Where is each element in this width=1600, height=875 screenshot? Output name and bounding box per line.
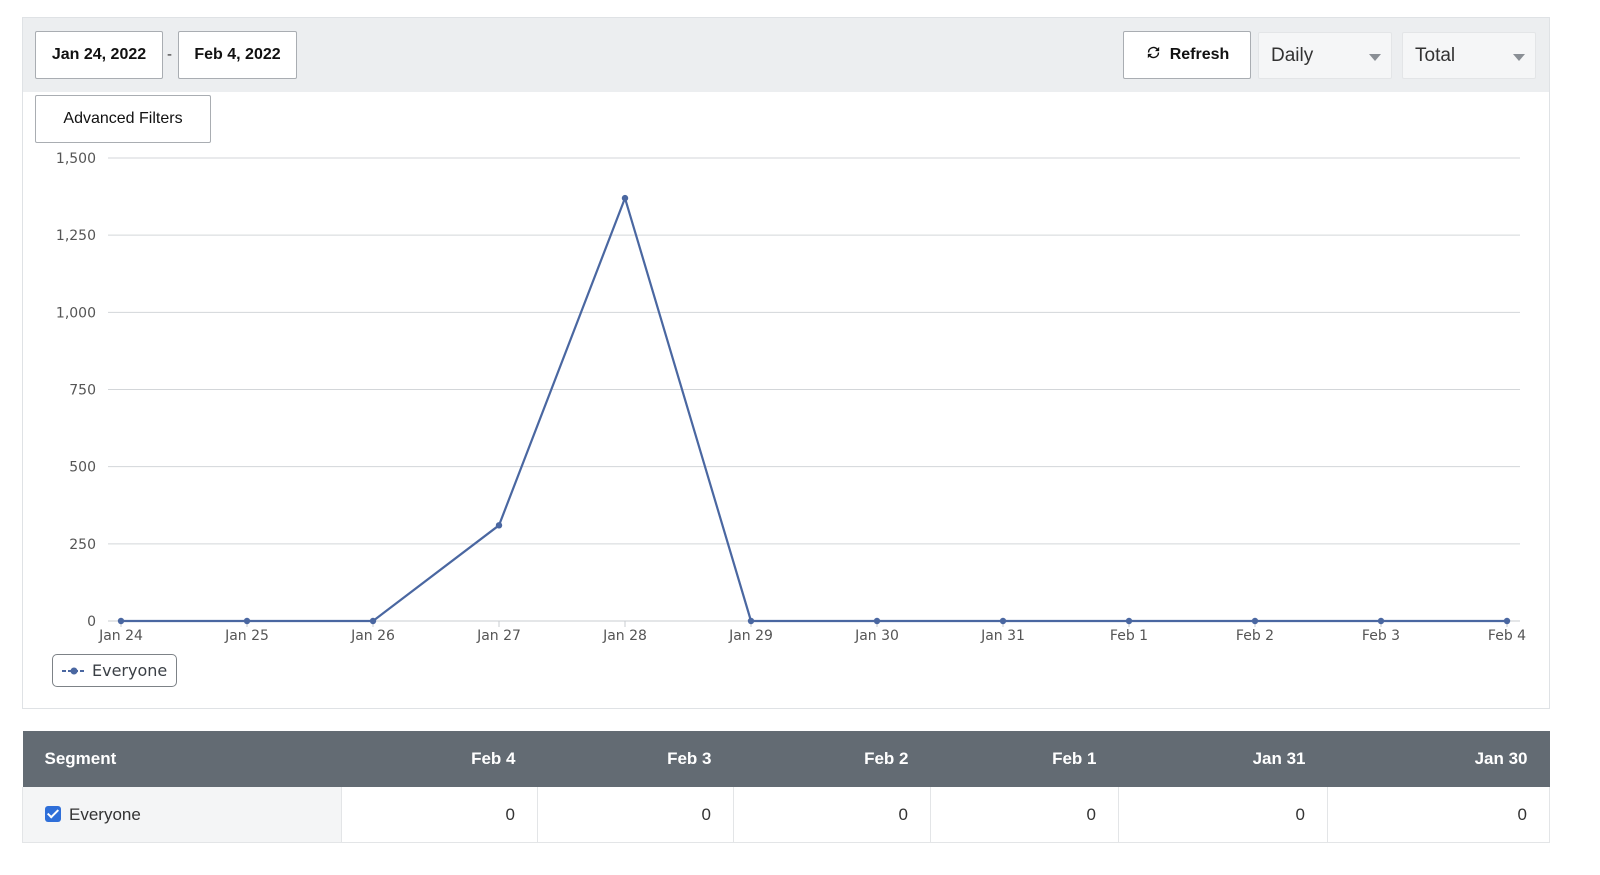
- table-cell: 0: [537, 787, 734, 843]
- date-to-picker[interactable]: Feb 4, 2022: [178, 31, 297, 79]
- data-point: [621, 194, 629, 202]
- data-point: [747, 617, 755, 625]
- y-tick-label: 1,000: [56, 305, 96, 321]
- line-chart: 0 250 500 750 1,000 1,250 1,500 Jan 24 Jan 25 Jan…: [56, 151, 1526, 644]
- x-tick-label: Jan 31: [980, 628, 1025, 644]
- table-cell: 0: [1118, 787, 1328, 843]
- x-tick-label: Jan 26: [350, 628, 395, 644]
- segment-name: Everyone: [69, 804, 141, 824]
- data-point: [999, 617, 1007, 625]
- column-header[interactable]: Feb 1: [930, 731, 1119, 787]
- y-tick-label: 1,500: [56, 151, 96, 167]
- segment-cell: Everyone: [22, 787, 342, 843]
- series-line: [121, 197, 1507, 623]
- date-separator: -: [167, 46, 172, 63]
- x-tick-label: Feb 3: [1362, 628, 1400, 644]
- data-point: [873, 617, 881, 625]
- x-tick-label: Feb 1: [1110, 628, 1148, 644]
- data-point: [1503, 617, 1511, 625]
- data-point: [1251, 617, 1259, 625]
- data-point: [243, 617, 251, 625]
- y-tick-label: 500: [69, 460, 96, 476]
- x-tick-label: Jan 25: [224, 628, 269, 644]
- data-point: [1377, 617, 1385, 625]
- interval-select-value: Daily: [1271, 44, 1314, 66]
- x-tick-label: Feb 2: [1236, 628, 1274, 644]
- x-tick-label: Feb 4: [1488, 628, 1526, 644]
- checkbox-checked-icon[interactable]: [45, 806, 61, 823]
- table-cell: 0: [930, 787, 1119, 843]
- x-tick-label: Jan 29: [728, 628, 773, 644]
- x-tick-label: Jan 27: [476, 628, 521, 644]
- table-header-row: Segment Feb 4 Feb 3 Feb 2 Feb 1 Jan 31 J…: [22, 731, 1550, 787]
- y-tick-label: 1,250: [56, 228, 96, 244]
- column-header[interactable]: Feb 2: [733, 731, 931, 787]
- y-tick-label: 250: [69, 537, 96, 553]
- metric-select-value: Total: [1415, 44, 1456, 66]
- legend-item-everyone[interactable]: Everyone: [52, 654, 177, 687]
- y-tick-label: 0: [87, 614, 96, 630]
- advanced-filters-button[interactable]: Advanced Filters: [35, 95, 211, 143]
- table-cell: 0: [341, 787, 538, 843]
- table-cell: 0: [1327, 787, 1550, 843]
- column-header[interactable]: Feb 4: [341, 731, 538, 787]
- column-header[interactable]: Jan 31: [1118, 731, 1328, 787]
- caret-down-icon: [1513, 54, 1525, 61]
- refresh-label: Refresh: [1169, 46, 1230, 63]
- date-from-picker[interactable]: Jan 24, 2022: [35, 31, 163, 79]
- data-point: [495, 522, 503, 529]
- data-point: [117, 617, 125, 625]
- table-cell: 0: [733, 787, 931, 843]
- x-tick-label: Jan 30: [854, 628, 899, 644]
- column-header[interactable]: Segment: [22, 731, 342, 787]
- table-row: Everyone 0 0 0 0 0 0: [22, 787, 1550, 843]
- data-point: [1125, 617, 1133, 625]
- x-tick-label: Jan 28: [602, 628, 647, 644]
- legend-label: Everyone: [92, 661, 168, 680]
- refresh-button[interactable]: Refresh: [1123, 31, 1251, 79]
- data-table: Segment Feb 4 Feb 3 Feb 2 Feb 1 Jan 31 J…: [22, 731, 1550, 843]
- interval-select[interactable]: Daily: [1258, 32, 1392, 79]
- column-header[interactable]: Jan 30: [1327, 731, 1550, 787]
- x-tick-label: Jan 24: [98, 628, 143, 644]
- chart-panel: Jan 24, 2022 - Feb 4, 2022 Refresh Daily…: [22, 17, 1550, 709]
- data-point: [369, 617, 377, 625]
- metric-select[interactable]: Total: [1402, 32, 1536, 79]
- column-header[interactable]: Feb 3: [537, 731, 734, 787]
- toolbar: Jan 24, 2022 - Feb 4, 2022 Refresh Daily…: [23, 18, 1549, 92]
- series-marker-icon: [62, 667, 86, 674]
- y-tick-label: 750: [69, 383, 96, 399]
- caret-down-icon: [1369, 54, 1381, 61]
